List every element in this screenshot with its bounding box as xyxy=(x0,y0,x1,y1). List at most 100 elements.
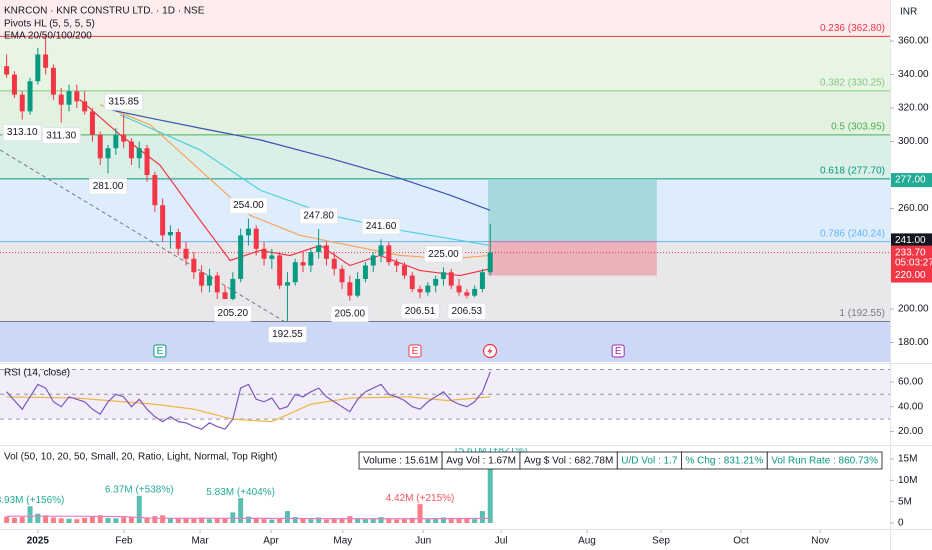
volume-bar xyxy=(308,519,314,524)
volume-bar xyxy=(136,495,142,524)
stats-label: Avg Vol : 1.67M xyxy=(446,456,516,467)
pivot-label: 192.55 xyxy=(272,329,303,340)
y-tick-label: 300.00 xyxy=(898,136,929,147)
x-tick-label: Feb xyxy=(115,536,133,547)
volume-bar xyxy=(479,511,485,524)
fib-label: 0.5 (303.95) xyxy=(831,122,885,133)
volume-bar xyxy=(401,519,407,524)
x-tick-label: Mar xyxy=(191,536,209,547)
volume-bar xyxy=(128,517,134,524)
volume-bar xyxy=(300,518,306,524)
x-tick-label: Apr xyxy=(263,536,279,547)
volume-bar xyxy=(167,518,173,524)
candle-body xyxy=(292,262,298,283)
ema-line xyxy=(79,99,490,277)
volume-bar xyxy=(394,519,400,524)
price-tag-label: 220.00 xyxy=(895,270,926,281)
candle-body xyxy=(425,285,431,293)
x-tick-label: Aug xyxy=(578,536,596,547)
candle-body xyxy=(386,245,392,263)
candle-body xyxy=(253,228,259,249)
volume-bar xyxy=(440,517,446,524)
x-tick-label: Nov xyxy=(811,536,829,547)
volume-bar xyxy=(58,518,64,524)
volume-bar xyxy=(191,518,197,524)
candle-body xyxy=(464,292,470,296)
volume-label: 6.37M (+538%) xyxy=(105,484,174,495)
pivot-label-box xyxy=(2,124,42,142)
fib-band xyxy=(0,36,890,91)
stats-label: Avg $ Vol : 682.78M xyxy=(524,456,613,467)
fib-band xyxy=(0,0,890,37)
event-marker xyxy=(611,344,625,358)
candle-body xyxy=(277,255,283,286)
fib-band xyxy=(0,178,890,242)
rsi-pane xyxy=(0,368,890,430)
volume-bar xyxy=(433,518,439,524)
volume-label: 3.93M (+156%) xyxy=(0,495,64,506)
volume-bar xyxy=(331,519,337,524)
candle-body xyxy=(74,91,80,102)
candle-body xyxy=(27,81,33,112)
candle-body xyxy=(113,134,119,149)
volume-bar xyxy=(4,516,10,524)
y-tick-label: 20.00 xyxy=(898,426,923,437)
candle-body xyxy=(401,265,407,276)
pivot-label-box xyxy=(400,302,440,320)
y-tick-label: 0 xyxy=(898,518,904,529)
candle-body xyxy=(417,288,423,293)
y-tick-label: 200.00 xyxy=(898,304,929,315)
candle-body xyxy=(487,252,493,273)
pivot-label-box xyxy=(361,217,401,235)
fib-label: 0.382 (330.25) xyxy=(820,78,885,89)
pivot-label-box xyxy=(88,177,128,195)
volume-bar xyxy=(113,518,119,524)
pivot-label-box xyxy=(299,207,339,225)
candle-body xyxy=(347,282,353,296)
position-profit-zone xyxy=(487,180,657,241)
volume-bar xyxy=(175,518,181,524)
candle-body xyxy=(308,252,314,266)
legend-item: EMA 20/50/100/200 xyxy=(4,31,92,42)
candle-body xyxy=(97,134,103,159)
volume-bar xyxy=(487,456,493,524)
pivot-label-box xyxy=(104,93,144,111)
candle-body xyxy=(479,272,485,289)
dividend-marker xyxy=(482,343,498,359)
volume-bar xyxy=(409,517,415,524)
candle-body xyxy=(433,278,439,286)
volume-bar xyxy=(105,517,111,524)
volume-bar xyxy=(472,519,478,524)
stats-label: Volume : 15.61M xyxy=(363,456,438,467)
pivot-label-box xyxy=(41,127,81,145)
y-tick-label: 15M xyxy=(898,454,917,465)
x-tick-label: Sep xyxy=(652,536,670,547)
candle-body xyxy=(269,255,275,259)
price-pane: 0.236 (362.80) 0.382 (330.25) 0.5 (303.95)… xyxy=(0,0,890,362)
currency-label: INR xyxy=(900,7,917,18)
x-tick-label: May xyxy=(333,536,352,547)
candle-body xyxy=(4,66,10,75)
candle-body xyxy=(128,141,134,159)
stats-label: % Chg : 831.21% xyxy=(685,456,763,467)
y-tick-label: 40.00 xyxy=(898,401,923,412)
volume-bar xyxy=(152,516,158,524)
volume-bar xyxy=(11,517,17,524)
candle-body xyxy=(323,245,329,259)
candle-body xyxy=(238,235,244,279)
candle-body xyxy=(448,272,454,286)
candle-body xyxy=(284,282,290,286)
pivot-label: 225.00 xyxy=(428,249,459,260)
pivot-label: 313.10 xyxy=(7,127,38,138)
ema-line xyxy=(119,114,490,247)
candle-body xyxy=(19,94,25,112)
pivot-label: 206.53 xyxy=(452,306,483,317)
candle-body xyxy=(230,278,236,300)
fib-label: 0.236 (362.80) xyxy=(820,23,885,34)
candle-body xyxy=(214,275,220,293)
pivot-label: 315.85 xyxy=(108,97,139,108)
pivot-label: 241.60 xyxy=(366,221,397,232)
candle-body xyxy=(160,205,166,236)
